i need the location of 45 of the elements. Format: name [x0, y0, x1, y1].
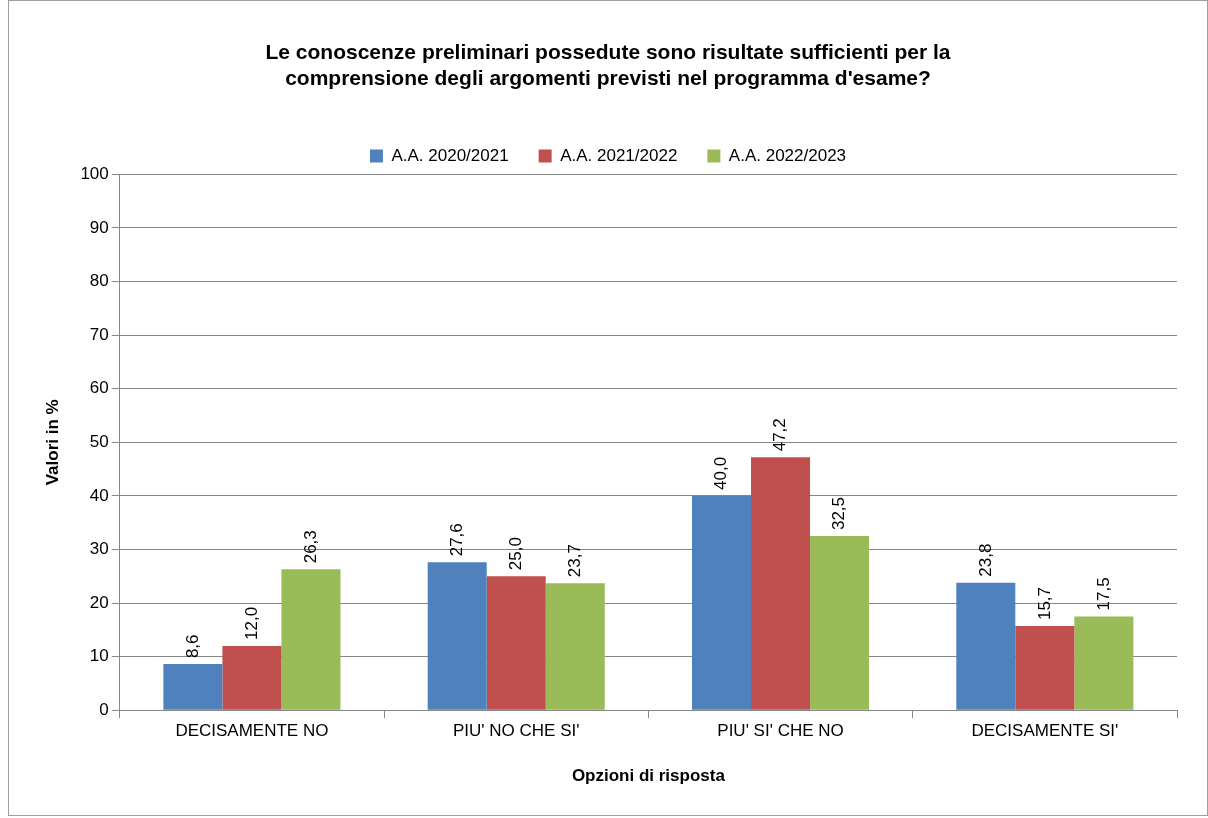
bar — [956, 582, 1016, 710]
data-label: 40,0 — [711, 456, 731, 490]
y-tick-label: 60 — [89, 378, 109, 398]
legend-label: A.A. 2021/2022 — [560, 145, 678, 165]
bar — [222, 645, 282, 710]
legend-label: A.A. 2020/2021 — [391, 145, 509, 165]
data-label: 23,7 — [564, 544, 584, 578]
bar — [427, 562, 487, 710]
data-label: 26,3 — [300, 530, 320, 564]
data-label: 17,5 — [1093, 577, 1113, 611]
data-label: 15,7 — [1034, 586, 1054, 621]
y-tick-label: 50 — [89, 431, 109, 451]
y-tick-label: 30 — [89, 539, 109, 559]
y-tick-label: 10 — [89, 646, 109, 666]
bar — [486, 576, 546, 710]
data-label: 8,6 — [182, 634, 202, 659]
y-axis-title: Valori in % — [42, 399, 62, 486]
data-label: 12,0 — [241, 606, 261, 640]
y-tick-label: 80 — [89, 271, 109, 291]
data-label: 27,6 — [446, 523, 466, 557]
x-tick-label: DECISAMENTE NO — [175, 721, 329, 741]
x-tick-label: PIU' SI' CHE NO — [717, 721, 844, 741]
bar — [1074, 616, 1134, 710]
y-tick-label: 90 — [89, 217, 109, 237]
y-tick-label: 20 — [89, 592, 109, 612]
data-label: 25,0 — [505, 537, 525, 571]
y-tick-label: 100 — [80, 164, 109, 184]
x-tick-label: PIU' NO CHE SI' — [452, 721, 580, 741]
bar — [545, 583, 605, 710]
data-label: 23,8 — [975, 543, 995, 577]
data-label: 32,5 — [829, 496, 849, 531]
chart-title: Le conoscenze preliminari possedute sono risultate sufficienti per la comprensione degli argomenti previsti nel programma d'esame? — [265, 40, 951, 89]
y-tick-label: 40 — [89, 485, 109, 505]
x-tick-label: DECISAMENTE SI' — [971, 721, 1119, 741]
legend-label: A.A. 2022/2023 — [728, 145, 847, 165]
bar — [1015, 626, 1075, 710]
bar — [163, 664, 223, 710]
data-label: 47,2 — [770, 418, 790, 452]
bar — [751, 457, 811, 710]
x-axis-title: Opzioni di risposta — [571, 766, 726, 786]
y-tick-label: 0 — [99, 699, 109, 719]
y-tick-label: 70 — [89, 324, 109, 344]
bar — [691, 495, 752, 710]
bar — [281, 569, 341, 710]
bar — [810, 536, 870, 710]
